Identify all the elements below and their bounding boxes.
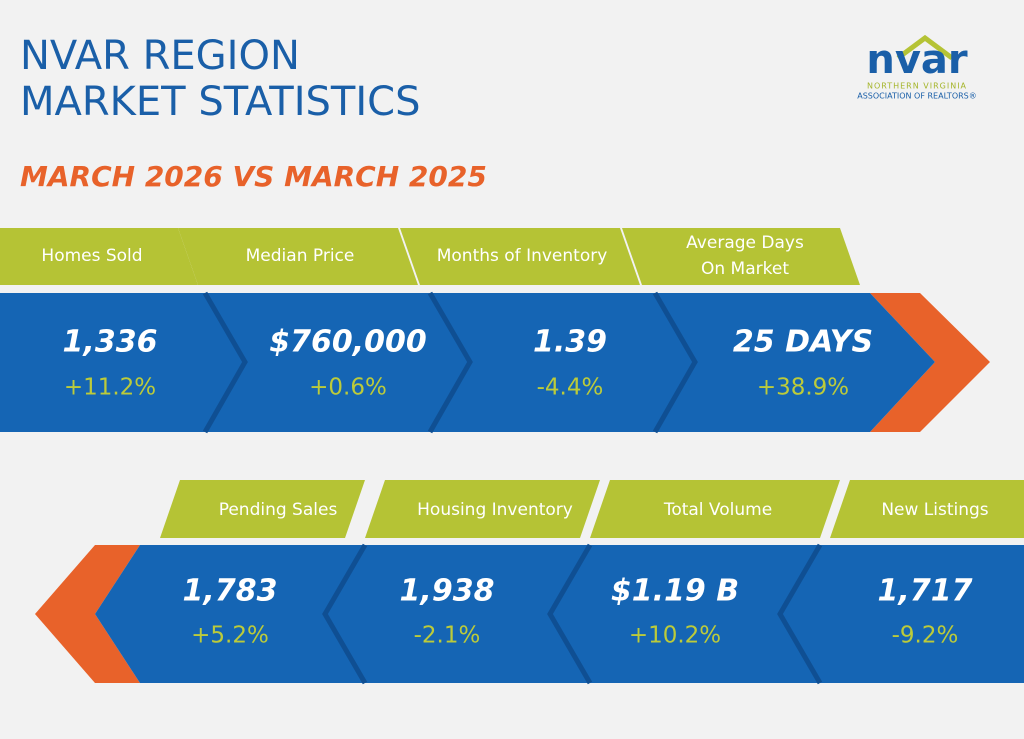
stat-change: -2.1% <box>414 623 481 649</box>
stat-label: Total Volume <box>663 500 772 520</box>
stat-change: +5.2% <box>191 623 269 649</box>
stat-change: +11.2% <box>64 375 156 401</box>
logo-tagline: ASSOCIATION OF REALTORS® <box>857 92 977 101</box>
stat-label: Homes Sold <box>41 246 142 266</box>
blue-band <box>95 545 1024 683</box>
label-band <box>830 480 1024 538</box>
stat-change: +0.6% <box>309 375 387 401</box>
stat-label: Median Price <box>246 246 355 266</box>
stat-change: +38.9% <box>757 375 849 401</box>
separator <box>322 543 368 685</box>
stat-label: Housing Inventory <box>417 500 573 520</box>
separator <box>652 291 698 434</box>
stat-label: Average Days <box>686 233 804 253</box>
orange-chevron <box>870 293 990 432</box>
stat-value: $1.19 B <box>611 574 739 609</box>
separator <box>777 543 823 685</box>
stat-label: On Market <box>701 259 789 279</box>
label-band <box>0 228 198 285</box>
orange-chevron <box>35 545 140 683</box>
separator <box>547 543 593 685</box>
label-band <box>622 228 860 285</box>
stat-change: +10.2% <box>629 623 721 649</box>
stat-value: 1,336 <box>63 325 158 360</box>
logo-roof <box>896 34 954 61</box>
stat-value: 1,938 <box>400 574 495 609</box>
stat-label: Pending Sales <box>219 500 338 520</box>
logo: nvar NORTHERN VIRGINIA ASSOCIATION OF RE… <box>857 34 977 101</box>
separator <box>427 291 473 434</box>
title-line: MARKET STATISTICS <box>20 79 420 125</box>
stat-change: -4.4% <box>537 375 604 401</box>
label-band <box>178 228 418 285</box>
stat-label: Months of Inventory <box>437 246 608 266</box>
stat-label: New Listings <box>881 500 988 520</box>
stat-value: 1,783 <box>183 574 278 609</box>
label-band <box>590 480 840 538</box>
logo-name: nvar <box>866 37 968 83</box>
separator <box>202 291 248 434</box>
subtitle: MARCH 2026 VS MARCH 2025 <box>20 160 487 193</box>
stat-value: 1.39 <box>533 325 607 360</box>
logo-tagline: NORTHERN VIRGINIA <box>867 82 967 91</box>
title-line: NVAR REGION <box>20 33 300 79</box>
label-band <box>365 480 600 538</box>
stat-value: $760,000 <box>269 325 427 360</box>
stat-value: 1,717 <box>878 574 973 609</box>
stat-change: -9.2% <box>892 623 959 649</box>
label-band <box>400 228 640 285</box>
stat-value: 25 DAYS <box>733 325 873 360</box>
label-band <box>160 480 365 538</box>
